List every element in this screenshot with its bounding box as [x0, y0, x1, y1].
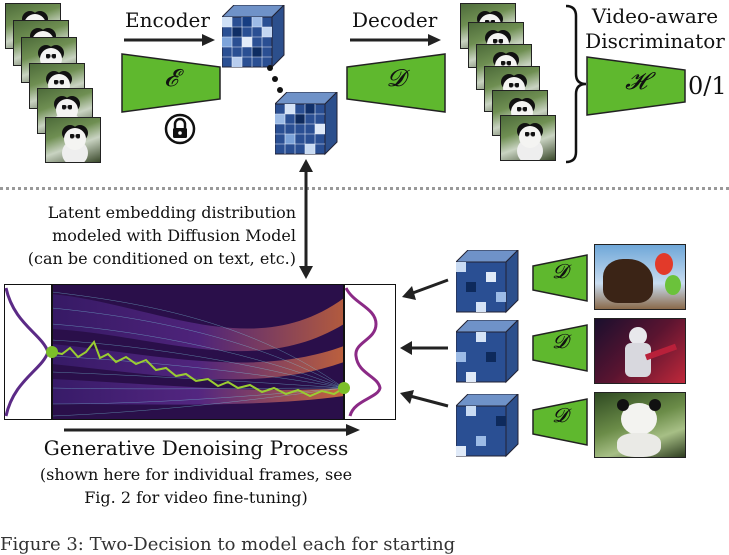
process-subtitle-1: (shown here for individual frames, see: [39, 465, 353, 484]
lock-icon: [164, 113, 196, 145]
discriminator-output: 0/1: [688, 72, 727, 100]
panda-image: [594, 392, 686, 458]
decoder-block: [346, 53, 446, 113]
arrow-right-icon: [124, 34, 215, 46]
video-frame: [500, 115, 556, 161]
arrow-left-icon: [400, 278, 449, 408]
decoder-symbol: 𝓓: [552, 259, 568, 283]
astronaut-image: [594, 318, 686, 384]
discriminator-title-2: Discriminator: [585, 29, 725, 53]
section-divider: [0, 187, 729, 190]
latent-cube: [456, 250, 519, 314]
decoder-block: [532, 254, 588, 302]
discriminator-block: [586, 56, 686, 116]
encoder-symbol: 𝓔: [164, 64, 178, 92]
decoder-block: [532, 324, 588, 372]
double-arrow-icon: [299, 159, 313, 279]
latent-text-2: modeled with Diffusion Model: [52, 226, 296, 245]
decoder-block: [532, 398, 588, 446]
bear-image: [594, 244, 686, 310]
figure-caption: Figure 3: Two-Decision to model each for…: [0, 534, 456, 555]
bracket: [565, 4, 587, 164]
decoder-symbol: 𝓓: [552, 403, 568, 427]
latent-text-1: Latent embedding distribution: [47, 203, 296, 222]
latent-cube: [222, 5, 285, 69]
latent-text-3: (can be conditioned on text, etc.): [27, 249, 296, 268]
decoder-symbol: 𝓓: [552, 329, 568, 353]
process-subtitle-2: Fig. 2 for video fine-tuning): [84, 488, 308, 507]
encoder-block: [121, 53, 221, 113]
process-title: Generative Denoising Process: [43, 436, 349, 460]
latent-cube: [456, 320, 519, 384]
arrow-right-icon: [350, 34, 441, 46]
latent-cube: [456, 394, 519, 458]
discriminator-symbol: 𝓗: [625, 67, 647, 95]
diffusion-flow: [4, 284, 396, 420]
discriminator-title-1: Video-aware: [591, 4, 719, 28]
decoder-symbol: 𝓓: [386, 64, 406, 92]
arrow-right-icon: [64, 424, 360, 436]
video-frame: [45, 117, 101, 163]
decoder-label: Decoder: [352, 8, 438, 32]
encoder-label: Encoder: [125, 8, 210, 32]
latent-cube: [275, 92, 338, 156]
